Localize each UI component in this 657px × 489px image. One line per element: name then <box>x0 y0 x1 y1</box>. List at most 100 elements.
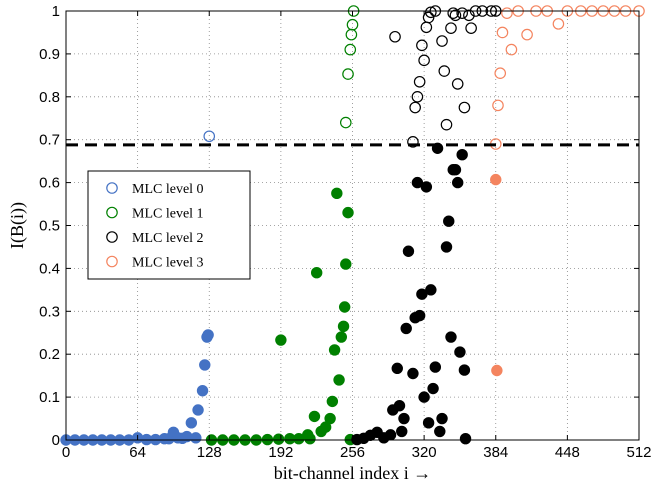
data-point-hollow <box>492 99 504 112</box>
data-point-hollow <box>203 130 216 143</box>
data-point-hollow <box>501 7 513 19</box>
data-point-filled <box>185 417 198 429</box>
y-tick-label: 0 <box>52 432 60 449</box>
data-point-filled <box>326 395 339 408</box>
data-point-hollow <box>342 68 354 80</box>
data-point-filled <box>384 429 397 441</box>
data-point-hollow <box>418 54 430 67</box>
legend: MLC level 0 MLC level 1 MLC level 2 MLC lev… <box>87 170 251 280</box>
y-tick-label: 0.2 <box>39 346 60 363</box>
data-point-hollow <box>420 21 433 34</box>
data-point-hollow <box>465 22 477 34</box>
data-point-filled <box>413 309 426 322</box>
data-point-hollow <box>494 67 507 80</box>
data-point-hollow <box>339 116 352 129</box>
x-tick-label: 384 <box>483 444 508 461</box>
legend-entry: MLC level 2 <box>132 231 204 246</box>
data-point-hollow <box>496 26 509 39</box>
legend-entry: MLC level 3 <box>132 256 204 271</box>
legend-entry: MLC level 0 <box>132 182 204 197</box>
data-point-filled <box>342 206 354 219</box>
data-point-filled <box>304 433 316 445</box>
data-point-filled <box>445 331 457 343</box>
data-point-filled <box>440 241 453 253</box>
data-point-filled <box>310 266 323 279</box>
x-tick-label: 448 <box>555 444 580 461</box>
data-point-filled <box>328 344 341 356</box>
x-axis-label: bit-channel index i → <box>274 463 431 483</box>
data-point-filled <box>418 391 430 403</box>
data-point-filled <box>272 433 285 445</box>
data-point-hollow <box>445 22 457 34</box>
data-point-filled <box>434 425 446 438</box>
data-point-filled <box>190 432 202 444</box>
data-point-hollow <box>411 91 424 103</box>
data-point-filled <box>333 374 345 386</box>
data-point-filled <box>324 412 336 425</box>
x-tick-label: 256 <box>340 444 365 461</box>
y-tick-label: 0.9 <box>39 46 60 63</box>
series-1 <box>205 5 360 446</box>
data-point-hollow <box>409 101 421 114</box>
data-point-filled <box>411 176 424 189</box>
data-point-hollow <box>345 28 358 41</box>
data-point-filled <box>402 245 415 257</box>
data-point-filled <box>202 329 214 341</box>
legend-box <box>87 170 251 280</box>
data-point-filled <box>449 164 462 176</box>
data-point-filled <box>196 384 209 397</box>
x-tick-label: 512 <box>626 444 651 461</box>
data-point-filled <box>398 412 410 425</box>
data-point-hollow <box>463 9 475 22</box>
data-point-filled <box>443 215 455 227</box>
y-tick-label: 0.3 <box>39 303 60 320</box>
data-point-filled <box>459 433 472 445</box>
data-point-filled <box>335 331 348 343</box>
data-point-hollow <box>346 18 359 31</box>
data-point-filled <box>391 362 403 375</box>
data-point-filled <box>456 149 468 161</box>
data-point-hollow <box>456 7 468 19</box>
y-axis-label: I(B(i)) <box>7 202 28 249</box>
y-tick-label: 0.1 <box>39 389 60 406</box>
data-point-filled <box>338 301 351 313</box>
x-tick-label: 320 <box>412 444 437 461</box>
data-point-filled <box>275 334 287 346</box>
data-point-hollow <box>458 101 471 114</box>
data-point-filled <box>451 176 464 189</box>
data-point-filled <box>400 322 412 335</box>
data-point-hollow <box>413 75 426 88</box>
data-point-hollow <box>449 9 462 22</box>
series-3 <box>489 5 645 377</box>
data-point-hollow <box>436 35 448 47</box>
x-tick-label: 192 <box>268 444 293 461</box>
data-point-filled <box>427 382 439 395</box>
data-point-filled <box>491 364 503 377</box>
data-point-filled <box>422 417 435 429</box>
data-point-hollow <box>416 39 428 52</box>
data-point-hollow <box>505 43 518 56</box>
y-tick-label: 0.6 <box>39 175 60 192</box>
data-point-filled <box>308 410 321 423</box>
y-tick-label: 0.7 <box>39 132 60 149</box>
data-point-hollow <box>425 6 437 19</box>
data-point-filled <box>458 364 471 376</box>
data-point-hollow <box>422 11 435 24</box>
series-2 <box>351 5 502 446</box>
data-point-hollow <box>552 18 565 30</box>
data-point-hollow <box>521 28 533 41</box>
y-tick-label: 1 <box>52 3 60 20</box>
y-tick-label: 0.5 <box>39 218 60 235</box>
data-point-filled <box>490 173 502 186</box>
y-tick-label: 0.4 <box>39 260 60 277</box>
data-point-hollow <box>438 65 451 77</box>
legend-marker <box>106 182 118 194</box>
x-tick-label: 64 <box>129 444 146 461</box>
legend-marker <box>106 255 118 268</box>
data-point-hollow <box>389 30 401 43</box>
x-tick-label: 128 <box>197 444 222 461</box>
data-point-filled <box>192 404 204 416</box>
legend-marker <box>106 231 118 243</box>
data-point-filled <box>436 412 448 425</box>
